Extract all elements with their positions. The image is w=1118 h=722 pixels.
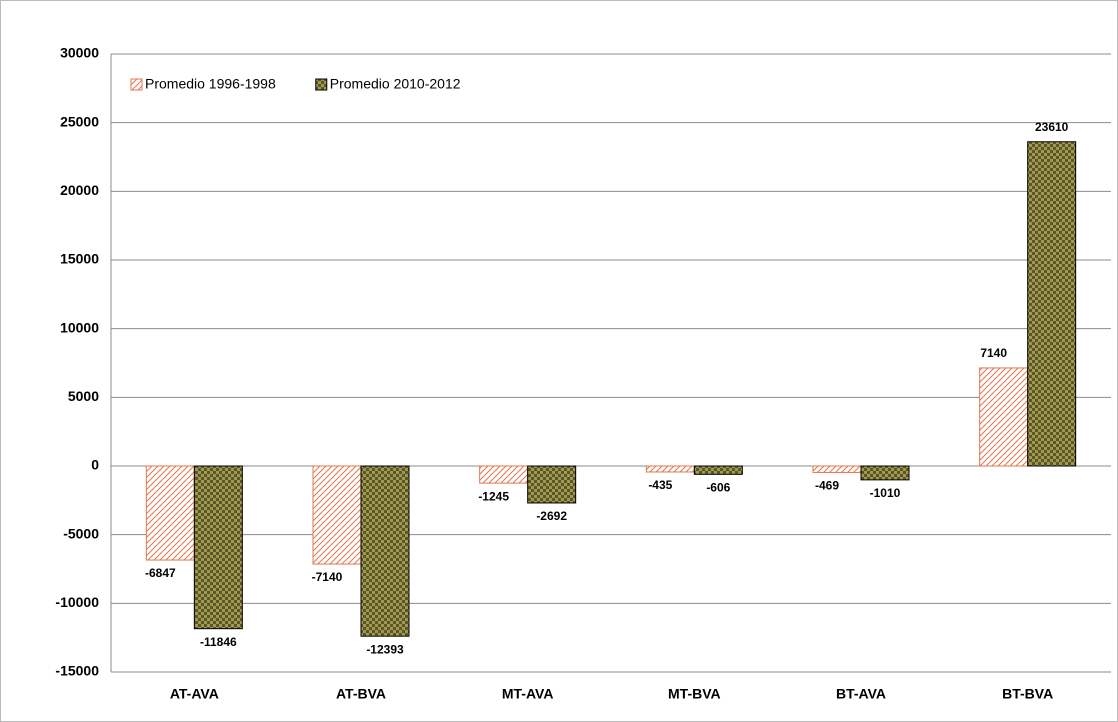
- value-label: -12393: [366, 642, 404, 656]
- bar: [145, 465, 195, 561]
- y-tick-label: 10000: [60, 319, 99, 335]
- x-tick-label: AT-BVA: [336, 686, 386, 702]
- value-label: -2692: [536, 509, 567, 523]
- value-label: -606: [706, 480, 730, 494]
- y-tick-label: 30000: [60, 45, 99, 61]
- bar: [479, 465, 529, 484]
- legend-swatch: [130, 78, 143, 91]
- y-tick-label: 25000: [60, 113, 99, 129]
- bar: [645, 465, 695, 473]
- value-label: -435: [648, 478, 672, 492]
- y-tick-label: 5000: [68, 388, 99, 404]
- bar: [312, 465, 362, 565]
- y-tick-label: 20000: [60, 182, 99, 198]
- value-label: -1010: [870, 486, 901, 500]
- bar: [527, 465, 577, 504]
- value-label: -469: [815, 479, 839, 493]
- x-tick-label: MT-AVA: [502, 686, 554, 702]
- bar: [193, 465, 243, 630]
- bar: [360, 465, 410, 637]
- value-label: 7140: [980, 346, 1007, 360]
- x-tick-label: MT-BVA: [668, 686, 721, 702]
- bar: [812, 465, 862, 473]
- bar: [1027, 141, 1077, 467]
- bar: [860, 465, 910, 481]
- value-label: -11846: [200, 635, 237, 649]
- y-tick-label: -5000: [63, 525, 99, 541]
- value-label: 23610: [1035, 120, 1069, 134]
- legend-label: Promedio 1996-1998: [145, 76, 276, 92]
- y-tick-label: 0: [91, 457, 99, 473]
- bar: [693, 465, 743, 475]
- y-tick-label: 15000: [60, 251, 99, 267]
- x-tick-label: BT-BVA: [1002, 686, 1053, 702]
- y-tick-label: -15000: [55, 663, 99, 679]
- legend-label: Promedio 2010-2012: [330, 76, 461, 92]
- legend-swatch: [315, 78, 328, 91]
- x-tick-label: BT-AVA: [836, 686, 886, 702]
- x-tick-label: AT-AVA: [170, 686, 219, 702]
- bar: [979, 367, 1029, 467]
- y-tick-label: -10000: [55, 594, 99, 610]
- value-label: -6847: [145, 566, 176, 580]
- value-label: -1245: [478, 489, 509, 503]
- value-label: -7140: [312, 570, 343, 584]
